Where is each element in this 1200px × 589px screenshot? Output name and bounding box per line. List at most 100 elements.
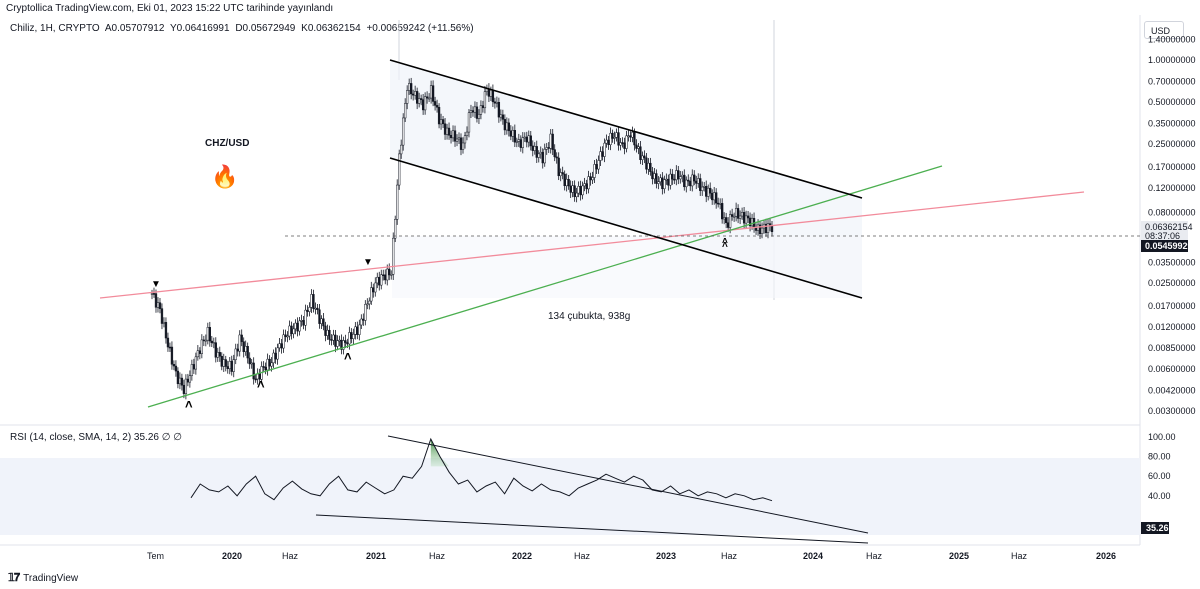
candle-body: [316, 307, 319, 311]
price-tick-label: 0.03500000: [1148, 258, 1196, 268]
candle-body: [583, 183, 586, 187]
candle-body: [234, 348, 237, 360]
candle-body: [342, 340, 345, 350]
candle-body: [204, 339, 207, 342]
candle-body: [252, 362, 255, 380]
channel-upper-line[interactable]: [389, 59, 863, 199]
candle-body: [601, 151, 604, 157]
candle-body: [723, 217, 726, 220]
candle-body: [400, 144, 403, 155]
rsi-line[interactable]: [190, 437, 773, 502]
footer: 𝟙𝟕 TradingView: [8, 571, 78, 585]
candle-body: [531, 145, 534, 151]
candle-body: [539, 151, 542, 155]
price-tick-label: 1.00000000: [1148, 55, 1196, 65]
rsi-upper-trendline[interactable]: [387, 435, 869, 534]
time-axis[interactable]: Tem 2020 Haz 2021 Haz 2022 Haz 2023 Haz 2024 Haz 20…: [147, 551, 1116, 561]
candle-body: [457, 137, 461, 140]
measure-annotation[interactable]: 134 çubukta, 938g: [548, 311, 630, 322]
candle-body: [306, 309, 309, 312]
red-trendline[interactable]: [99, 191, 1085, 299]
candle-body: [585, 183, 588, 190]
time-tick-label: Tem: [147, 551, 164, 561]
legend-low: D0.05672949: [235, 23, 296, 34]
candle-body: [398, 153, 401, 186]
candle-body: [715, 192, 718, 204]
rsi-value-label: 35.26: [1146, 523, 1169, 533]
candle-body: [222, 359, 225, 367]
candle-body: [557, 157, 560, 177]
price-tick-label: 0.02500000: [1148, 278, 1196, 288]
time-tick-label: 2025: [949, 551, 969, 561]
candle-body: [571, 185, 574, 193]
channel-lower-line[interactable]: [389, 157, 863, 299]
candle-body: [164, 322, 168, 339]
candle-body: [346, 342, 349, 345]
candle-body: [479, 105, 483, 115]
candle-body: [505, 122, 509, 131]
candle-body: [384, 274, 387, 281]
candle-body: [186, 378, 190, 383]
candle-body: [226, 366, 229, 369]
candle-body: [242, 341, 245, 352]
candle-body: [705, 185, 708, 197]
rsi-legend[interactable]: RSI (14, close, SMA, 14, 2) 35.26 ∅ ∅: [10, 432, 182, 443]
candle-body: [230, 361, 233, 372]
rsi-tick-label: 60.00: [1148, 471, 1171, 481]
candle-body: [427, 97, 431, 100]
candle-body: [683, 174, 686, 188]
legend-open: A0.05707912: [104, 23, 165, 34]
candle-body: [699, 178, 702, 191]
candle-body: [475, 106, 479, 119]
price-tick-label: 0.01200000: [1148, 322, 1196, 332]
candle-body: [180, 377, 184, 386]
candle-body: [437, 106, 441, 125]
candle-body: [613, 137, 616, 139]
time-tick-label: 2023: [656, 551, 676, 561]
rsi-axis[interactable]: 100.00 80.00 60.00 40.00: [1148, 432, 1176, 501]
currency-button[interactable]: USD: [1144, 21, 1184, 39]
candle-body: [394, 219, 397, 239]
publish-header: Cryptollica TradingView.com, Eki 01, 202…: [6, 3, 334, 14]
candle-body: [501, 114, 505, 120]
candle-body: [356, 326, 359, 335]
candle-body: [551, 133, 554, 150]
candle-body: [210, 340, 213, 343]
candle-body: [517, 139, 520, 142]
candle-body: [607, 139, 610, 146]
pair-annotation[interactable]: CHZ/USD: [205, 138, 249, 149]
candle-body: [685, 179, 688, 188]
candle-body: [593, 164, 596, 178]
candle-body: [188, 375, 192, 383]
candle-body: [581, 185, 584, 196]
price-tick-label: 0.01700000: [1148, 301, 1196, 311]
symbol-name[interactable]: Chiliz, 1H, CRYPTO: [10, 23, 100, 34]
candle-body: [286, 335, 289, 338]
rsi-tick-label: 80.00: [1148, 452, 1171, 462]
candle-body: [254, 378, 257, 381]
candle-body: [415, 91, 419, 104]
candle-body: [750, 217, 754, 227]
legend-close: K0.06362154: [301, 23, 361, 34]
candle-body: [563, 173, 566, 187]
candle-body: [451, 130, 455, 139]
candle-body: [736, 208, 740, 219]
candle-body: [362, 318, 365, 321]
candle-body: [264, 366, 267, 371]
time-tick-label: Haz: [429, 551, 446, 561]
candle-body: [370, 287, 373, 302]
candle-body: [665, 178, 668, 181]
candle-body: [270, 362, 273, 367]
candle-body: [190, 364, 194, 376]
green-trendline[interactable]: [147, 165, 943, 408]
price-axis[interactable]: 1.40000000 1.00000000 0.70000000 0.50000000…: [1148, 35, 1196, 416]
footer-brand[interactable]: TradingView: [23, 572, 79, 584]
candle-body: [382, 274, 385, 276]
price-tick-label: 0.08000000: [1148, 208, 1196, 218]
candle-body: [497, 101, 501, 118]
candle-body: [711, 192, 714, 201]
level-label: 0.05459929: [1145, 241, 1193, 251]
candle-body: [404, 103, 407, 119]
rsi-lower-trendline[interactable]: [315, 514, 869, 544]
